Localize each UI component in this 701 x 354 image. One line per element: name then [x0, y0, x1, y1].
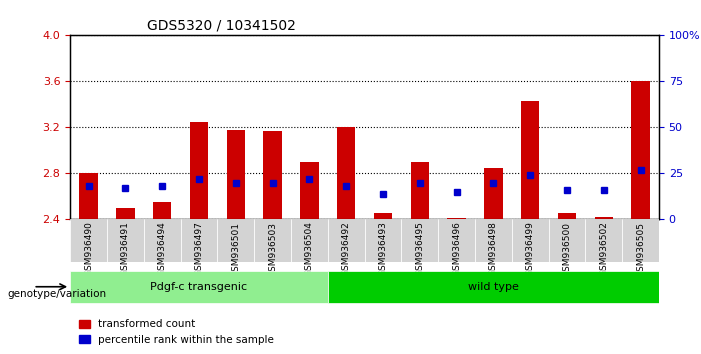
Text: GSM936504: GSM936504 [305, 222, 314, 276]
Bar [484, 168, 503, 219]
Bar [521, 101, 539, 219]
Bar [558, 212, 576, 219]
FancyBboxPatch shape [217, 219, 254, 262]
Bar [300, 162, 318, 219]
Bar [374, 212, 392, 219]
Bar [411, 162, 429, 219]
FancyBboxPatch shape [70, 271, 327, 303]
FancyBboxPatch shape [512, 219, 548, 262]
FancyBboxPatch shape [475, 219, 512, 262]
Text: GSM936502: GSM936502 [599, 222, 608, 276]
Text: Pdgf-c transgenic: Pdgf-c transgenic [150, 282, 247, 292]
Bar [226, 130, 245, 219]
Text: GSM936503: GSM936503 [268, 222, 277, 276]
Text: GSM936498: GSM936498 [489, 222, 498, 276]
FancyBboxPatch shape [585, 219, 622, 262]
Text: GSM936495: GSM936495 [415, 222, 424, 276]
Text: GSM936496: GSM936496 [452, 222, 461, 276]
Text: GSM936501: GSM936501 [231, 222, 240, 276]
Text: GSM936505: GSM936505 [636, 222, 645, 276]
Text: GSM936491: GSM936491 [121, 222, 130, 276]
Bar [190, 122, 208, 219]
Text: wild type: wild type [468, 282, 519, 292]
FancyBboxPatch shape [107, 219, 144, 262]
FancyBboxPatch shape [365, 219, 401, 262]
Text: genotype/variation: genotype/variation [7, 289, 106, 299]
Legend: transformed count, percentile rank within the sample: transformed count, percentile rank withi… [75, 315, 278, 349]
FancyBboxPatch shape [144, 219, 181, 262]
Bar [337, 127, 355, 219]
FancyBboxPatch shape [181, 219, 217, 262]
FancyBboxPatch shape [401, 219, 438, 262]
Text: GSM936494: GSM936494 [158, 222, 167, 276]
FancyBboxPatch shape [291, 219, 327, 262]
Text: GSM936493: GSM936493 [379, 222, 388, 276]
Text: GSM936500: GSM936500 [562, 222, 571, 276]
Text: GDS5320 / 10341502: GDS5320 / 10341502 [147, 19, 296, 33]
Bar [79, 173, 97, 219]
FancyBboxPatch shape [254, 219, 291, 262]
Bar [447, 218, 465, 219]
Text: GSM936497: GSM936497 [194, 222, 203, 276]
Bar [594, 217, 613, 219]
Bar [632, 81, 650, 219]
Text: GSM936490: GSM936490 [84, 222, 93, 276]
Bar [264, 131, 282, 219]
Text: GSM936492: GSM936492 [341, 222, 350, 276]
FancyBboxPatch shape [327, 271, 659, 303]
FancyBboxPatch shape [622, 219, 659, 262]
FancyBboxPatch shape [438, 219, 475, 262]
Text: GSM936499: GSM936499 [526, 222, 535, 276]
FancyBboxPatch shape [327, 219, 365, 262]
FancyBboxPatch shape [70, 219, 107, 262]
Bar [153, 202, 171, 219]
Bar [116, 208, 135, 219]
FancyBboxPatch shape [548, 219, 585, 262]
